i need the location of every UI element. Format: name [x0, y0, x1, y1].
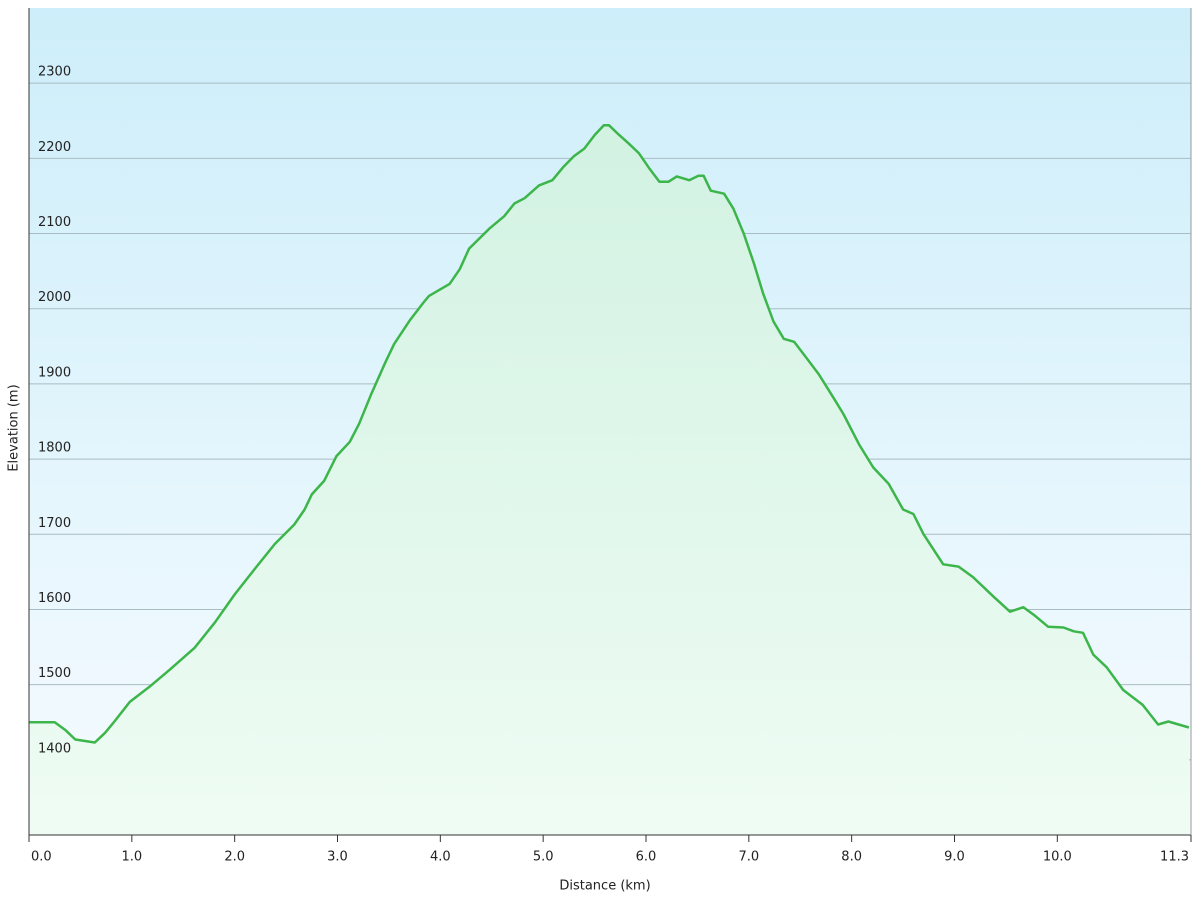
y-tick-label: 1400: [38, 741, 71, 756]
x-tick-label: 11.3: [1160, 850, 1189, 865]
x-tick-label: 8.0: [841, 850, 862, 865]
marks: [29, 124, 1190, 836]
y-tick-label: 1700: [38, 516, 71, 531]
y-tick-label: 2300: [38, 65, 71, 80]
x-tick-label: 0.0: [31, 850, 52, 865]
y-tick-label: 1500: [38, 666, 71, 681]
x-tick-label: 6.0: [636, 850, 657, 865]
x-tick-label: 4.0: [430, 850, 451, 865]
x-tick-label: 2.0: [224, 850, 245, 865]
y-tick-label: 1900: [38, 365, 71, 380]
x-tick-label: 7.0: [738, 850, 759, 865]
y-tick-label: 2200: [38, 140, 71, 155]
x-tick-label: 1.0: [121, 850, 142, 865]
x-tick-label: 9.0: [944, 850, 965, 865]
elevation-line: [29, 124, 1190, 744]
y-tick-label: 1600: [38, 591, 71, 606]
x-tick-label: 5.0: [533, 850, 554, 865]
area-fill: [29, 125, 1189, 836]
x-tick-label: 10.0: [1043, 850, 1072, 865]
y-tick-label: 2000: [38, 290, 71, 305]
y-tick-label: 1800: [38, 441, 71, 456]
x-axis-label: Distance (km): [559, 879, 650, 894]
y-axis-label: Elevation (m): [7, 384, 22, 471]
axes: 1400 1500 1600 1700 1800 1900 2000 2100 2200 2300…: [28, 8, 1192, 865]
x-tick-label: 3.0: [327, 850, 348, 865]
y-tick-label: 2100: [38, 215, 71, 230]
